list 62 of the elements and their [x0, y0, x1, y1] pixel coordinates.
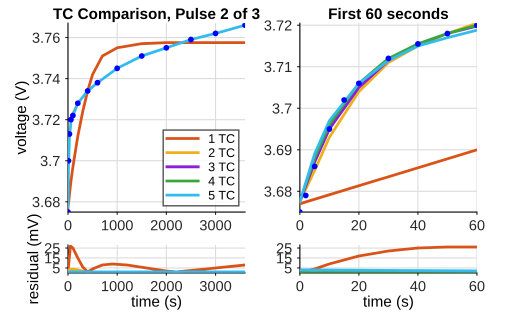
point [341, 97, 348, 103]
legend-label: 2 TC [208, 148, 235, 158]
y-tick-label: 15 [45, 253, 60, 264]
x-tick-label: 40 [410, 280, 426, 292]
point [312, 164, 318, 170]
legend-label: 4 TC [208, 176, 235, 186]
point [444, 30, 450, 36]
point [94, 80, 100, 86]
x-tick-label: 2000 [150, 280, 182, 292]
y-tick-label: 3.7 [40, 156, 60, 166]
x-tick-label: 60 [470, 220, 484, 230]
y-tick-label: 3.69 [264, 144, 292, 156]
point [138, 53, 145, 59]
y-tick-label: 3.76 [32, 32, 60, 43]
x-tick-label: 20 [352, 220, 366, 230]
x-tick-label: 3000 [200, 280, 232, 292]
y-tick-label: 3.68 [32, 196, 60, 208]
x-tick-label: 20 [352, 280, 366, 292]
y-tick-label: 5 [284, 263, 292, 274]
point [163, 44, 170, 51]
x-tick-label: 0 [64, 280, 72, 292]
y-tick-label: 25 [276, 243, 292, 254]
x-tick-label: 0 [296, 280, 304, 292]
x-tick-label: 1000 [102, 220, 133, 230]
x-axis-title: time (s) [363, 296, 413, 310]
point [386, 56, 392, 62]
point [74, 100, 81, 106]
y-tick-label: 5 [52, 263, 60, 274]
legend-label: 1 TC [209, 134, 235, 143]
x-tick-label: 3000 [200, 220, 232, 230]
chart-title: First 60 seconds [329, 8, 448, 20]
y-axis-title: voltage (V) [14, 82, 30, 154]
point [188, 36, 194, 42]
y-tick-label: 3.72 [264, 20, 292, 31]
legend-label: 5 TC [208, 190, 235, 200]
x-tick-label: 1000 [102, 280, 133, 292]
point [415, 41, 421, 47]
point [84, 88, 91, 94]
x-tick-label: 2000 [150, 220, 182, 230]
y-tick-label: 3.72 [32, 114, 60, 126]
x-tick-label: 0 [64, 220, 72, 230]
x-axis-title: time (s) [131, 296, 182, 310]
y-tick-label: 3.7 [272, 103, 292, 114]
chart-title: TC Comparison, Pulse 2 of 3 [53, 8, 260, 22]
point [70, 112, 76, 118]
x-tick-label: 0 [296, 220, 304, 230]
x-tick-label: 40 [410, 220, 426, 230]
y-axis-title: residual (mV) [27, 214, 42, 304]
point [68, 116, 74, 123]
point [114, 65, 120, 72]
point [212, 30, 218, 36]
x-tick-label: 60 [470, 280, 484, 292]
point [302, 192, 309, 198]
y-tick-label: 3.71 [264, 62, 292, 72]
legend-label: 3 TC [208, 162, 235, 172]
point [68, 131, 72, 137]
point [356, 80, 362, 86]
y-tick-label: 3.68 [264, 186, 292, 197]
y-tick-label: 15 [277, 253, 292, 264]
y-tick-label: 3.74 [32, 74, 60, 84]
y-tick-label: 25 [44, 243, 60, 254]
point [326, 126, 332, 132]
